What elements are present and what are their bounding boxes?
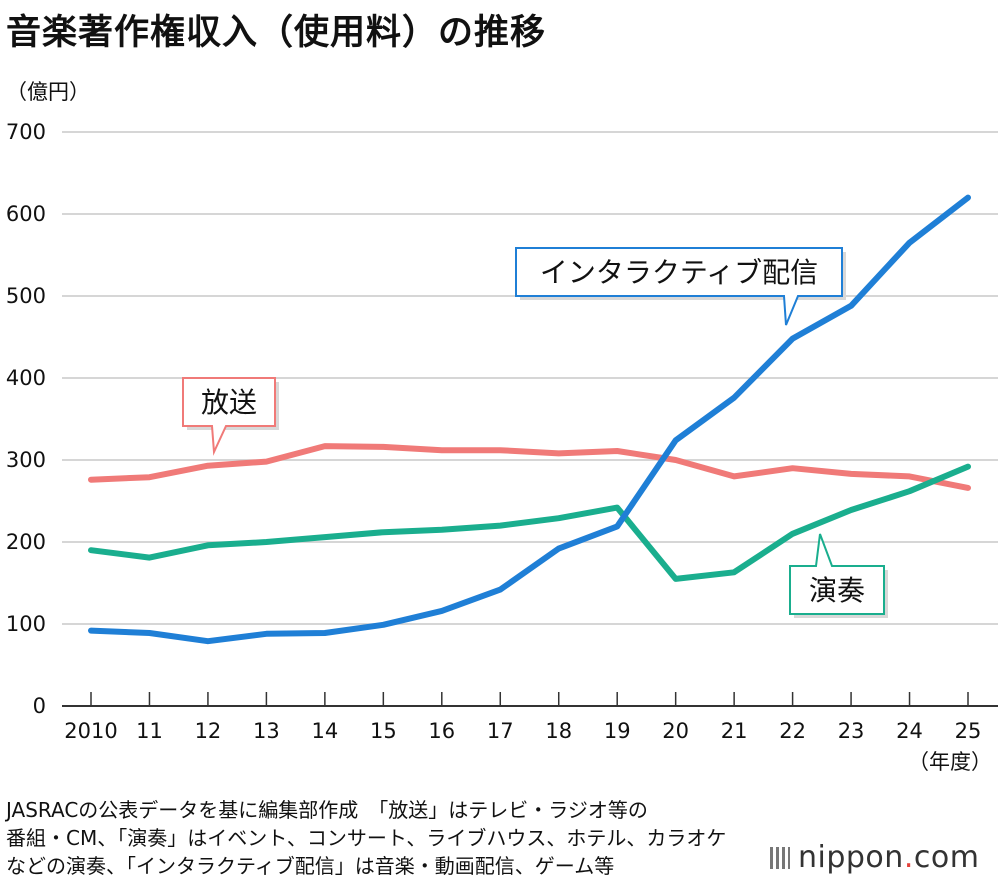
brand-dot: .	[903, 840, 914, 875]
series-name-label: 演奏	[809, 574, 865, 607]
performance-series-line	[88, 463, 971, 582]
callout-box	[515, 247, 843, 326]
series-name-label: 放送	[201, 386, 257, 419]
brand-name: nippon	[798, 840, 904, 875]
x-tick-label: 13	[253, 719, 280, 743]
brand-mark-icon	[770, 847, 790, 869]
series-name-label: インタラクティブ配信	[540, 256, 818, 289]
x-axis-ticks: 2010 11 12 13 14 15 16 17 18 19 20 21 22 23 24 25	[64, 692, 981, 743]
brand-suffix: com	[913, 840, 980, 875]
y-tick-label: 500	[6, 284, 46, 308]
source-note-line: JASRACの公表データを基に編集部作成 「放送」はテレビ・ラジオ等の	[6, 798, 648, 822]
x-tick-label: 25	[955, 719, 982, 743]
y-tick-label: 700	[6, 120, 46, 144]
callout-box	[182, 377, 276, 456]
x-axis-unit-label: （年度）	[908, 750, 992, 774]
x-tick-label: 16	[428, 719, 455, 743]
y-tick-label: 100	[6, 612, 46, 636]
callout-box	[789, 533, 885, 615]
x-tick-label: 15	[370, 719, 397, 743]
y-tick-label: 600	[6, 202, 46, 226]
interactive-series-line	[88, 194, 971, 645]
x-tick-label: 12	[195, 719, 222, 743]
interactive-callout: インタラクティブ配信	[515, 247, 846, 326]
x-tick-label: 2010	[64, 719, 117, 743]
broadcast-callout: 放送	[182, 377, 279, 456]
source-note-line: 番組・CM、「演奏」はイベント、コンサート、ライブハウス、ホテル、カラオケ	[6, 826, 727, 850]
source-note-line: などの演奏、「インタラクティブ配信」は音楽・動画配信、ゲーム等	[6, 854, 615, 878]
series-lines	[88, 194, 971, 645]
y-tick-label: 200	[6, 530, 46, 554]
x-tick-label: 23	[838, 719, 865, 743]
chart-title: 音楽著作権収入（使用料）の推移	[6, 13, 547, 53]
y-tick-label: 300	[6, 448, 46, 472]
x-tick-label: 19	[604, 719, 631, 743]
y-axis-unit-label: （億円）	[6, 80, 90, 104]
broadcast-series-line	[88, 443, 971, 491]
x-tick-label: 14	[311, 719, 338, 743]
x-tick-label: 24	[896, 719, 923, 743]
y-axis-ticks: 0 100 200 300 400 500 600 700	[6, 120, 46, 718]
x-tick-label: 20	[662, 719, 689, 743]
y-tick-label: 0	[33, 694, 46, 718]
x-tick-label: 22	[779, 719, 806, 743]
y-tick-label: 400	[6, 366, 46, 390]
source-note: JASRACの公表データを基に編集部作成 「放送」はテレビ・ラジオ等の 番組・C…	[6, 796, 776, 880]
x-tick-label: 18	[545, 719, 572, 743]
performance-callout: 演奏	[789, 533, 888, 618]
x-tick-label: 17	[487, 719, 514, 743]
x-tick-label: 11	[136, 719, 163, 743]
x-tick-label: 21	[721, 719, 748, 743]
brand-logo: nippon.com	[770, 840, 979, 875]
